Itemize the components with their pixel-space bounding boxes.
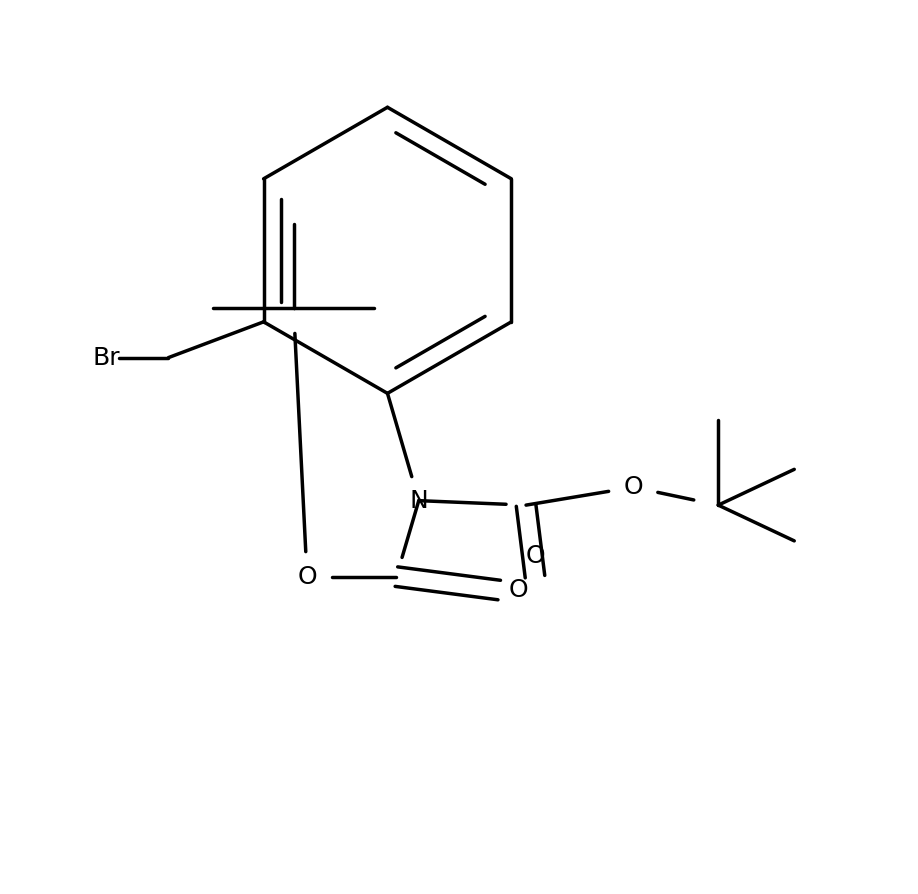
Text: O: O [525, 544, 544, 568]
Text: O: O [509, 578, 528, 602]
Text: Br: Br [93, 346, 120, 369]
Text: N: N [409, 489, 428, 512]
Text: O: O [297, 565, 317, 588]
Text: O: O [623, 476, 644, 499]
